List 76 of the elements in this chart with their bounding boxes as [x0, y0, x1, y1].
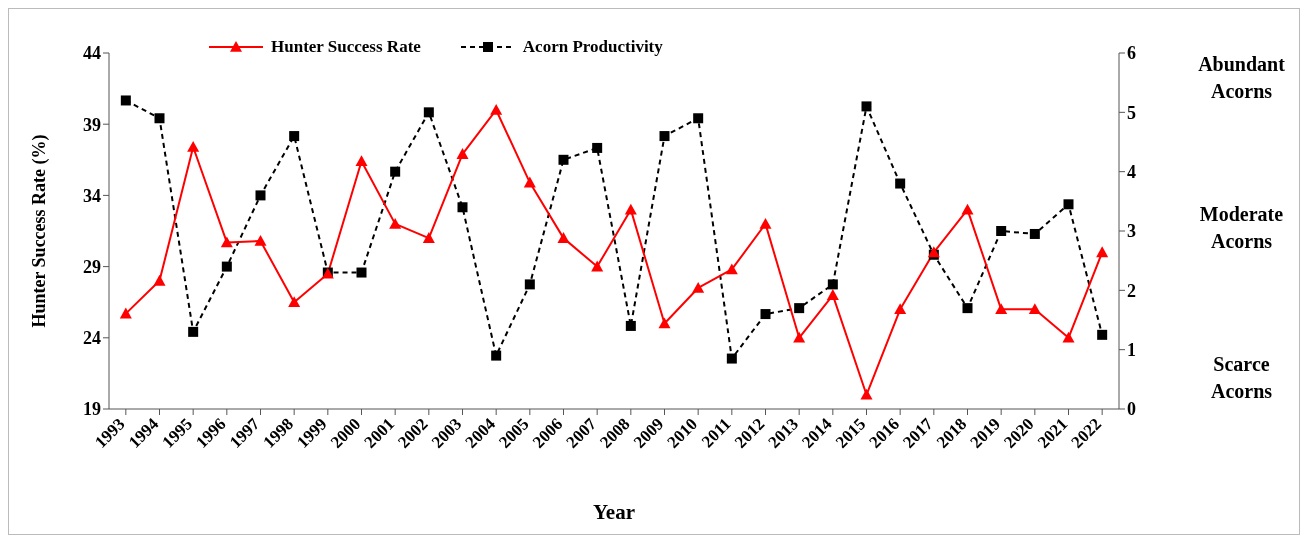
point	[557, 232, 570, 243]
point	[1062, 331, 1075, 343]
point	[389, 217, 402, 229]
point	[1097, 329, 1108, 340]
point	[625, 320, 636, 331]
point	[422, 232, 435, 243]
point	[490, 103, 503, 115]
point	[188, 326, 199, 337]
point	[961, 203, 974, 215]
y2-tick-label: 4	[1127, 162, 1136, 183]
y-tick-label: 44	[83, 43, 101, 64]
point	[962, 303, 973, 314]
y-tick-label: 34	[83, 185, 101, 206]
point	[659, 131, 670, 142]
point	[355, 155, 368, 167]
point	[120, 95, 131, 106]
point	[895, 178, 906, 189]
point	[356, 267, 367, 278]
point	[996, 226, 1007, 236]
point	[995, 303, 1008, 315]
point	[390, 166, 401, 177]
point	[1096, 246, 1109, 258]
y-axis-title: Hunter Success Rate (%)	[29, 134, 51, 328]
point	[1029, 228, 1040, 239]
text: Abundant Acorns	[1197, 52, 1286, 104]
point	[524, 279, 535, 290]
point	[894, 303, 907, 315]
point	[423, 107, 434, 118]
point	[759, 217, 772, 229]
point	[154, 113, 165, 124]
text: Moderate Acorns	[1198, 202, 1285, 254]
point	[725, 263, 738, 275]
y2-tick-label: 5	[1127, 102, 1136, 123]
point	[826, 289, 839, 300]
point	[289, 131, 300, 142]
point	[760, 309, 771, 320]
y2-tick-label: 3	[1127, 221, 1136, 242]
point	[726, 353, 737, 364]
point	[255, 190, 266, 201]
point	[861, 101, 872, 112]
point	[793, 331, 806, 343]
legend-label: Hunter Success Rate	[271, 37, 421, 57]
point	[1063, 199, 1074, 210]
point	[254, 234, 267, 246]
point	[491, 350, 502, 361]
point	[523, 176, 536, 188]
point	[221, 261, 232, 272]
x-axis-title: Year	[593, 500, 635, 524]
point	[457, 202, 468, 213]
point	[794, 303, 805, 314]
point	[624, 203, 637, 215]
legend-label: Acorn Productivity	[522, 37, 663, 57]
point	[456, 148, 469, 159]
y2-tick-label: 0	[1127, 399, 1136, 420]
point	[827, 279, 838, 290]
y-tick-label: 19	[83, 399, 101, 420]
point	[187, 140, 200, 152]
point	[220, 236, 233, 248]
y2-tick-label: 2	[1127, 280, 1136, 301]
y-tick-label: 29	[83, 256, 101, 277]
point	[692, 281, 705, 293]
y2-tick-label: 6	[1127, 43, 1136, 64]
point	[592, 142, 603, 153]
point	[693, 113, 704, 124]
y2-tick-label: 1	[1127, 340, 1136, 361]
point	[1028, 303, 1041, 315]
point	[658, 317, 671, 329]
y-tick-label: 24	[83, 328, 101, 349]
point	[558, 154, 569, 165]
point	[153, 274, 166, 286]
point	[860, 388, 873, 400]
point	[288, 296, 301, 307]
point	[591, 260, 604, 272]
point	[119, 307, 132, 319]
text: Scarce Acorns	[1209, 352, 1274, 404]
y-tick-label: 39	[83, 114, 101, 135]
